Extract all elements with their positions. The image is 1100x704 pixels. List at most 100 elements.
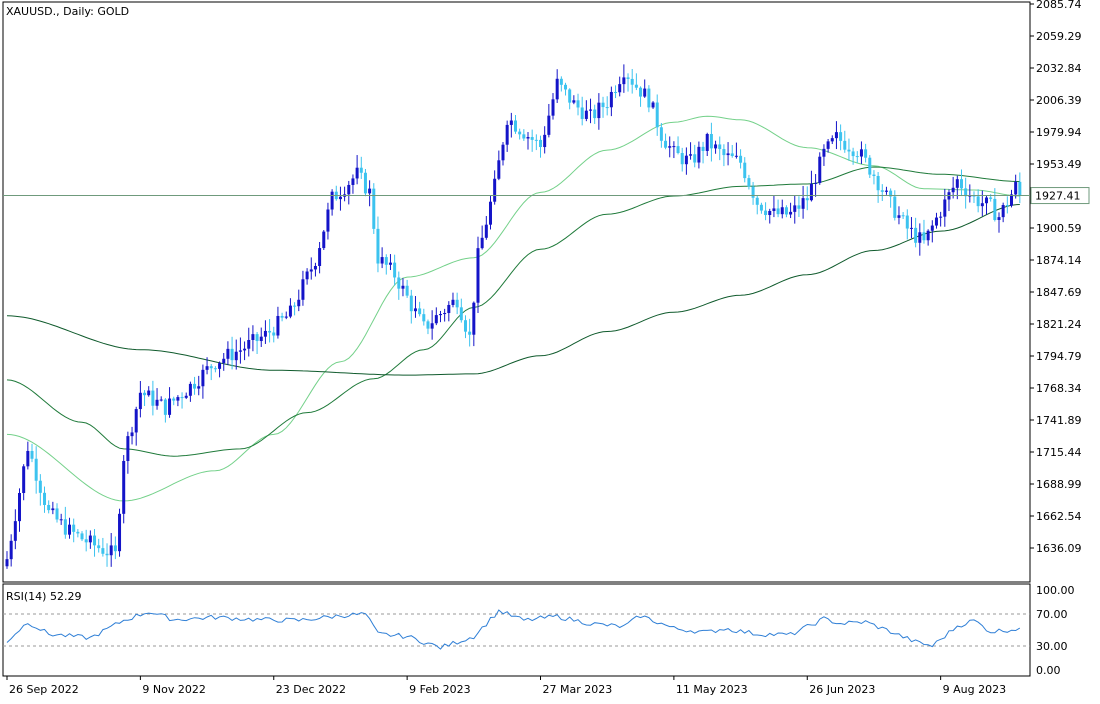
candle-body xyxy=(243,348,247,351)
candle-body xyxy=(259,336,263,342)
candle-body xyxy=(209,366,213,369)
candle-body xyxy=(980,203,984,207)
candle-body xyxy=(105,553,109,556)
candle-body xyxy=(559,78,563,85)
candle-body xyxy=(280,315,284,318)
candle-body xyxy=(372,188,376,229)
candle-body xyxy=(180,397,184,399)
candle-body xyxy=(401,285,405,289)
candle-body xyxy=(1018,181,1022,196)
rsi-tick-label: 70.00 xyxy=(1036,608,1068,621)
candle-body xyxy=(359,167,363,173)
candle-body xyxy=(193,383,197,389)
candle-body xyxy=(418,308,422,315)
candle-body xyxy=(780,207,784,215)
candle-body xyxy=(1001,205,1005,218)
candle-body xyxy=(376,228,380,264)
candle-body xyxy=(597,102,601,119)
candle-body xyxy=(693,154,697,163)
candle-body xyxy=(88,535,92,543)
candle-body xyxy=(905,215,909,229)
candle-body xyxy=(109,545,113,556)
candle-body xyxy=(138,392,142,410)
candle-body xyxy=(655,102,659,128)
candle-body xyxy=(468,331,472,335)
candle-body xyxy=(676,146,680,154)
price-tick-label: 2085.74 xyxy=(1036,0,1082,11)
candle-body xyxy=(222,358,226,364)
candle-body xyxy=(568,89,572,103)
candle-body xyxy=(443,313,447,315)
candle-body xyxy=(772,208,776,211)
candle-body xyxy=(751,186,755,198)
candle-body xyxy=(480,237,484,249)
candle-body xyxy=(609,91,613,108)
candle-body xyxy=(234,351,238,361)
candle-body xyxy=(34,458,38,481)
candle-body xyxy=(505,124,509,145)
candle-body xyxy=(851,151,855,157)
candle-body xyxy=(584,110,588,119)
ma-fast-line xyxy=(6,115,1020,502)
candle-body xyxy=(730,153,734,156)
date-tick-label: 9 Feb 2023 xyxy=(409,683,470,696)
candle-body xyxy=(968,195,972,197)
candle-body xyxy=(993,198,997,220)
candle-body xyxy=(843,140,847,150)
candle-body xyxy=(664,140,668,148)
candle-body xyxy=(101,548,105,554)
candle-body xyxy=(484,224,488,238)
candle-body xyxy=(176,397,180,401)
price-tick-label: 1768.34 xyxy=(1036,382,1082,395)
current-price-box xyxy=(1030,187,1090,205)
candle-body xyxy=(509,120,513,125)
candle-body xyxy=(939,216,943,218)
candle-body xyxy=(518,131,522,135)
candle-body xyxy=(739,155,743,163)
price-tick-label: 2006.39 xyxy=(1036,94,1082,107)
candle-body xyxy=(714,144,718,149)
price-tick-label: 1636.09 xyxy=(1036,542,1082,555)
candle-body xyxy=(122,460,126,514)
candle-body xyxy=(18,492,22,522)
candle-body xyxy=(59,519,63,521)
candle-body xyxy=(955,179,959,188)
candle-body xyxy=(934,217,938,226)
candle-body xyxy=(605,107,609,109)
candle-body xyxy=(726,153,730,156)
price-tick-label: 1688.99 xyxy=(1036,478,1082,491)
candle-body xyxy=(959,179,963,189)
candle-body xyxy=(26,450,30,467)
candle-body xyxy=(680,153,684,165)
candle-body xyxy=(564,84,568,90)
candle-body xyxy=(747,178,751,187)
rsi-title: RSI(14) 52.29 xyxy=(6,590,81,603)
candle-body xyxy=(639,87,643,97)
candle-body xyxy=(422,314,426,322)
candle-body xyxy=(330,191,334,210)
candle-body xyxy=(134,409,138,433)
price-tick-label: 1662.54 xyxy=(1036,510,1082,523)
candle-body xyxy=(305,271,309,280)
candle-body xyxy=(634,84,638,88)
candle-body xyxy=(543,134,547,148)
candle-body xyxy=(172,398,176,401)
candle-body xyxy=(909,227,913,229)
candle-body xyxy=(668,146,672,148)
rsi-panel-frame xyxy=(2,583,1031,677)
candle-body xyxy=(672,146,676,148)
candle-body xyxy=(155,399,159,406)
candle-body xyxy=(614,91,618,93)
candle-body xyxy=(326,209,330,232)
candle-body xyxy=(755,197,759,205)
rsi-tick-label: 100.00 xyxy=(1036,584,1075,597)
candle-body xyxy=(830,138,834,142)
candle-body xyxy=(884,190,888,192)
candle-body xyxy=(759,204,763,211)
candle-body xyxy=(434,315,438,324)
date-tick-label: 23 Dec 2022 xyxy=(276,683,346,696)
candle-body xyxy=(97,545,101,549)
candle-body xyxy=(472,302,476,335)
